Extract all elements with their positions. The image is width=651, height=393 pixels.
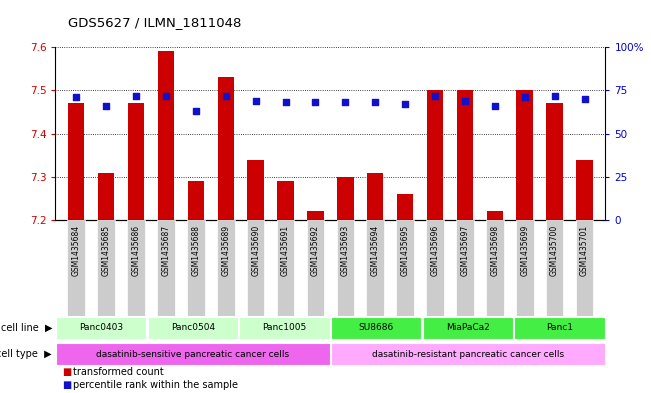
- Bar: [516, 90, 533, 220]
- Point: [460, 97, 470, 104]
- Text: Panc0403: Panc0403: [79, 323, 123, 332]
- Bar: [247, 160, 264, 220]
- Bar: [514, 316, 605, 339]
- Text: ■: ■: [62, 380, 71, 390]
- Text: dasatinib-sensitive pancreatic cancer cells: dasatinib-sensitive pancreatic cancer ce…: [96, 350, 290, 358]
- Bar: [217, 220, 234, 316]
- Text: GSM1435700: GSM1435700: [550, 225, 559, 276]
- Text: Panc1005: Panc1005: [262, 323, 307, 332]
- Point: [161, 92, 171, 99]
- Text: ■: ■: [62, 367, 71, 377]
- Bar: [367, 173, 383, 220]
- Text: GSM1435699: GSM1435699: [520, 225, 529, 276]
- Bar: [307, 211, 324, 220]
- Text: GSM1435693: GSM1435693: [341, 225, 350, 276]
- Point: [251, 97, 261, 104]
- Point: [71, 94, 81, 101]
- Bar: [187, 181, 204, 220]
- Bar: [217, 77, 234, 220]
- Text: GSM1435691: GSM1435691: [281, 225, 290, 276]
- Text: GSM1435694: GSM1435694: [370, 225, 380, 276]
- Point: [490, 103, 500, 109]
- Bar: [157, 220, 174, 316]
- Bar: [148, 316, 238, 339]
- Bar: [277, 220, 294, 316]
- Bar: [98, 173, 115, 220]
- Text: transformed count: transformed count: [73, 367, 163, 377]
- Bar: [56, 316, 146, 339]
- Text: GDS5627 / ILMN_1811048: GDS5627 / ILMN_1811048: [68, 16, 242, 29]
- Text: GSM1435686: GSM1435686: [132, 225, 141, 276]
- Bar: [486, 220, 504, 316]
- Bar: [337, 177, 353, 220]
- Point: [400, 101, 410, 107]
- Point: [549, 92, 560, 99]
- Bar: [240, 316, 330, 339]
- Text: GSM1435688: GSM1435688: [191, 225, 201, 276]
- Bar: [367, 220, 384, 316]
- Point: [430, 92, 440, 99]
- Bar: [337, 220, 354, 316]
- Bar: [68, 103, 85, 220]
- Bar: [422, 316, 513, 339]
- Text: cell type  ▶: cell type ▶: [0, 349, 52, 359]
- Bar: [426, 220, 444, 316]
- Text: GSM1435687: GSM1435687: [161, 225, 171, 276]
- Text: GSM1435701: GSM1435701: [580, 225, 589, 276]
- Bar: [127, 220, 145, 316]
- Text: cell line  ▶: cell line ▶: [1, 323, 52, 333]
- Point: [311, 99, 321, 106]
- Bar: [128, 103, 145, 220]
- Text: GSM1435685: GSM1435685: [102, 225, 111, 276]
- Point: [281, 99, 291, 106]
- Bar: [427, 90, 443, 220]
- Text: dasatinib-resistant pancreatic cancer cells: dasatinib-resistant pancreatic cancer ce…: [372, 350, 564, 358]
- Text: GSM1435692: GSM1435692: [311, 225, 320, 276]
- Text: Panc1: Panc1: [546, 323, 573, 332]
- Text: GSM1435684: GSM1435684: [72, 225, 81, 276]
- Bar: [516, 220, 534, 316]
- Bar: [546, 103, 563, 220]
- Bar: [397, 194, 413, 220]
- Point: [519, 94, 530, 101]
- Bar: [456, 220, 474, 316]
- Bar: [247, 220, 264, 316]
- Point: [191, 108, 201, 114]
- Bar: [546, 220, 563, 316]
- Bar: [396, 220, 414, 316]
- Point: [370, 99, 380, 106]
- Point: [340, 99, 350, 106]
- Point: [101, 103, 111, 109]
- Bar: [68, 220, 85, 316]
- Bar: [331, 343, 605, 365]
- Text: GSM1435698: GSM1435698: [490, 225, 499, 276]
- Bar: [187, 220, 204, 316]
- Text: Panc0504: Panc0504: [171, 323, 215, 332]
- Text: GSM1435689: GSM1435689: [221, 225, 230, 276]
- Bar: [575, 220, 593, 316]
- Text: GSM1435696: GSM1435696: [430, 225, 439, 276]
- Text: GSM1435695: GSM1435695: [400, 225, 409, 276]
- Bar: [486, 211, 503, 220]
- Text: MiaPaCa2: MiaPaCa2: [446, 323, 490, 332]
- Bar: [307, 220, 324, 316]
- Bar: [457, 90, 473, 220]
- Point: [131, 92, 141, 99]
- Point: [579, 96, 590, 102]
- Bar: [277, 181, 294, 220]
- Text: SU8686: SU8686: [359, 323, 394, 332]
- Text: percentile rank within the sample: percentile rank within the sample: [73, 380, 238, 390]
- Bar: [331, 316, 421, 339]
- Bar: [56, 343, 330, 365]
- Bar: [576, 160, 592, 220]
- Point: [221, 92, 231, 99]
- Text: GSM1435690: GSM1435690: [251, 225, 260, 276]
- Bar: [158, 51, 174, 220]
- Bar: [98, 220, 115, 316]
- Text: GSM1435697: GSM1435697: [460, 225, 469, 276]
